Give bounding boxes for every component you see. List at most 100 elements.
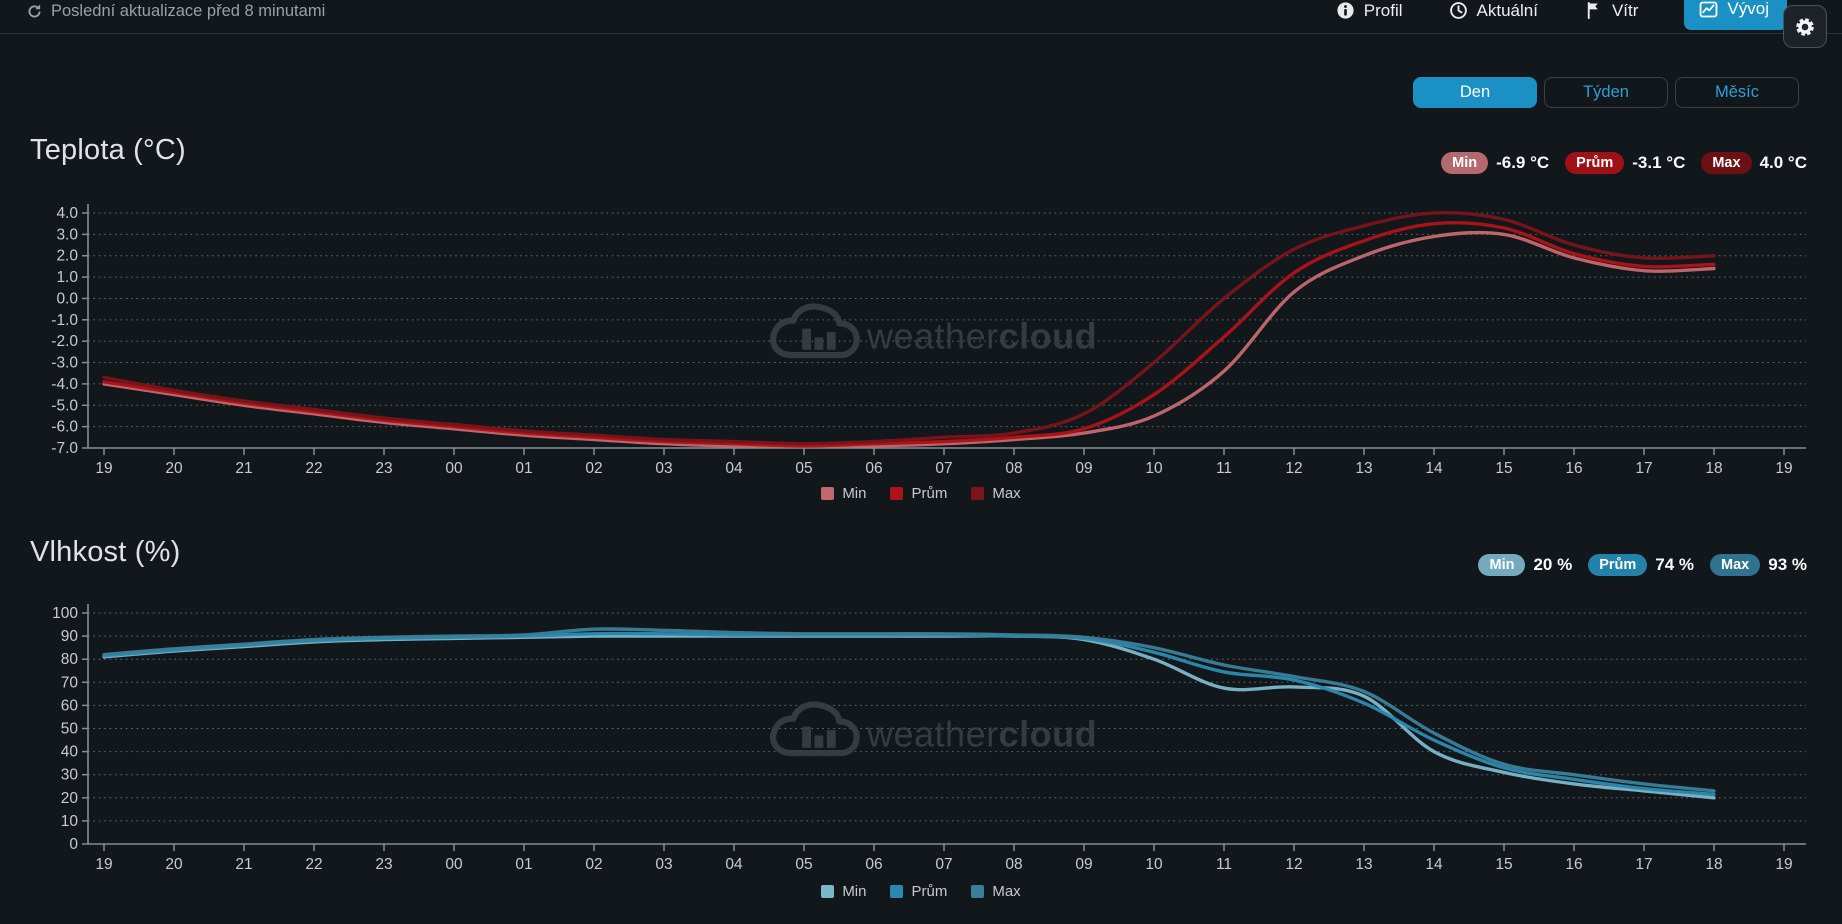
nav-item-profil[interactable]: Profil: [1336, 1, 1403, 21]
tab-den[interactable]: Den: [1413, 77, 1537, 108]
svg-text:-4.0: -4.0: [51, 376, 78, 393]
legend-label: Min: [842, 485, 867, 502]
svg-text:00: 00: [445, 460, 463, 477]
svg-text:40: 40: [61, 744, 79, 761]
humidity-section-title: Vlhkost (%): [30, 536, 181, 568]
line-chart-icon: [1699, 0, 1718, 19]
stat-value: -3.1 °C: [1632, 153, 1686, 172]
clock-icon: [1449, 1, 1468, 20]
svg-text:01: 01: [515, 460, 532, 477]
svg-text:17: 17: [1635, 856, 1652, 873]
settings-button[interactable]: [1783, 5, 1827, 48]
svg-text:15: 15: [1495, 460, 1512, 477]
legend-item-max[interactable]: Max: [971, 883, 1021, 900]
nav-item-label: Vývoj: [1727, 0, 1769, 18]
legend-item-prum[interactable]: Prům: [890, 883, 947, 900]
legend-label: Prům: [911, 883, 948, 900]
svg-text:60: 60: [61, 697, 79, 714]
svg-text:0: 0: [69, 836, 78, 853]
weathercloud-logo: weathercloud: [770, 701, 1097, 757]
svg-text:06: 06: [865, 460, 882, 477]
legend-swatch: [971, 487, 985, 500]
svg-text:11: 11: [1216, 856, 1232, 873]
stat-pill: Max: [1710, 554, 1761, 576]
svg-text:19: 19: [1775, 856, 1792, 873]
svg-text:08: 08: [1005, 460, 1022, 477]
topbar-divider: [0, 33, 1842, 34]
svg-text:18: 18: [1705, 460, 1722, 477]
svg-text:13: 13: [1355, 460, 1372, 477]
nav-item-label: Aktuální: [1476, 0, 1538, 20]
svg-text:-7.0: -7.0: [51, 440, 78, 457]
legend-label: Prům: [911, 485, 948, 502]
gear-icon: [1794, 16, 1816, 38]
svg-text:2.0: 2.0: [56, 248, 78, 265]
stat-pill: Min: [1478, 554, 1526, 576]
svg-text:09: 09: [1075, 856, 1092, 873]
svg-text:20: 20: [165, 856, 183, 873]
svg-text:weathercloud: weathercloud: [866, 714, 1097, 755]
svg-text:07: 07: [935, 856, 952, 873]
refresh-icon[interactable]: [26, 3, 43, 20]
svg-text:01: 01: [515, 856, 532, 873]
stat-value: 20 %: [1533, 555, 1573, 574]
stat-max: Max 93 %: [1710, 554, 1807, 576]
legend-item-prum[interactable]: Prům: [890, 485, 947, 502]
weathercloud-logo: weathercloud: [770, 303, 1097, 359]
svg-text:08: 08: [1005, 856, 1022, 873]
legend-swatch: [821, 487, 835, 500]
tab-tyden[interactable]: Týden: [1544, 77, 1668, 108]
humidity-legend: Min Prům Max: [0, 883, 1842, 900]
svg-text:00: 00: [445, 856, 463, 873]
stat-min: Min -6.9 °C: [1441, 152, 1549, 174]
svg-text:14: 14: [1425, 856, 1443, 873]
nav-item-vitr[interactable]: Vítr: [1584, 1, 1638, 21]
stat-min: Min 20 %: [1478, 554, 1572, 576]
svg-text:10: 10: [1145, 460, 1163, 477]
svg-text:13: 13: [1355, 856, 1372, 873]
top-nav: Profil Aktuální Vítr Vývoj: [1336, 0, 1787, 30]
svg-text:22: 22: [305, 856, 322, 873]
last-update-status: Poslední aktualizace před 8 minutami: [26, 2, 325, 21]
svg-text:100: 100: [52, 605, 78, 622]
svg-text:06: 06: [865, 856, 882, 873]
legend-item-max[interactable]: Max: [971, 485, 1021, 502]
svg-text:10: 10: [1145, 856, 1163, 873]
stat-pill: Prům: [1588, 554, 1648, 576]
svg-text:19: 19: [95, 856, 112, 873]
legend-label: Max: [992, 485, 1021, 502]
svg-text:15: 15: [1495, 856, 1512, 873]
svg-text:09: 09: [1075, 460, 1092, 477]
humidity-stats: Min 20 % Prům 74 % Max 93 %: [1462, 554, 1807, 576]
stat-value: -6.9 °C: [1496, 153, 1550, 172]
nav-item-vyvoj[interactable]: Vývoj: [1684, 0, 1787, 30]
svg-text:11: 11: [1216, 460, 1232, 477]
svg-text:07: 07: [935, 460, 952, 477]
svg-text:03: 03: [655, 856, 672, 873]
legend-swatch: [821, 885, 835, 898]
legend-item-min[interactable]: Min: [821, 883, 866, 900]
period-tabs: Den Týden Měsíc: [1413, 77, 1799, 108]
nav-item-label: Profil: [1363, 0, 1403, 20]
svg-text:30: 30: [61, 767, 79, 784]
temperature-section-title: Teplota (°C): [30, 134, 186, 166]
svg-text:3.0: 3.0: [56, 226, 78, 243]
svg-text:14: 14: [1425, 460, 1443, 477]
svg-text:0.0: 0.0: [56, 290, 78, 307]
svg-text:21: 21: [235, 856, 252, 873]
tab-mesic[interactable]: Měsíc: [1675, 77, 1799, 108]
temperature-legend: Min Prům Max: [0, 485, 1842, 502]
svg-text:12: 12: [1285, 856, 1302, 873]
svg-text:04: 04: [725, 856, 743, 873]
nav-item-label: Vítr: [1611, 0, 1639, 20]
legend-item-min[interactable]: Min: [821, 485, 866, 502]
series-line-max: [102, 211, 1716, 446]
svg-text:10: 10: [61, 813, 79, 830]
stat-pill: Prům: [1565, 152, 1625, 174]
svg-text:1.0: 1.0: [56, 269, 78, 286]
series-line-min: [102, 230, 1716, 448]
svg-text:20: 20: [61, 790, 79, 807]
svg-text:90: 90: [61, 628, 79, 645]
nav-item-aktualni[interactable]: Aktuální: [1449, 1, 1538, 21]
